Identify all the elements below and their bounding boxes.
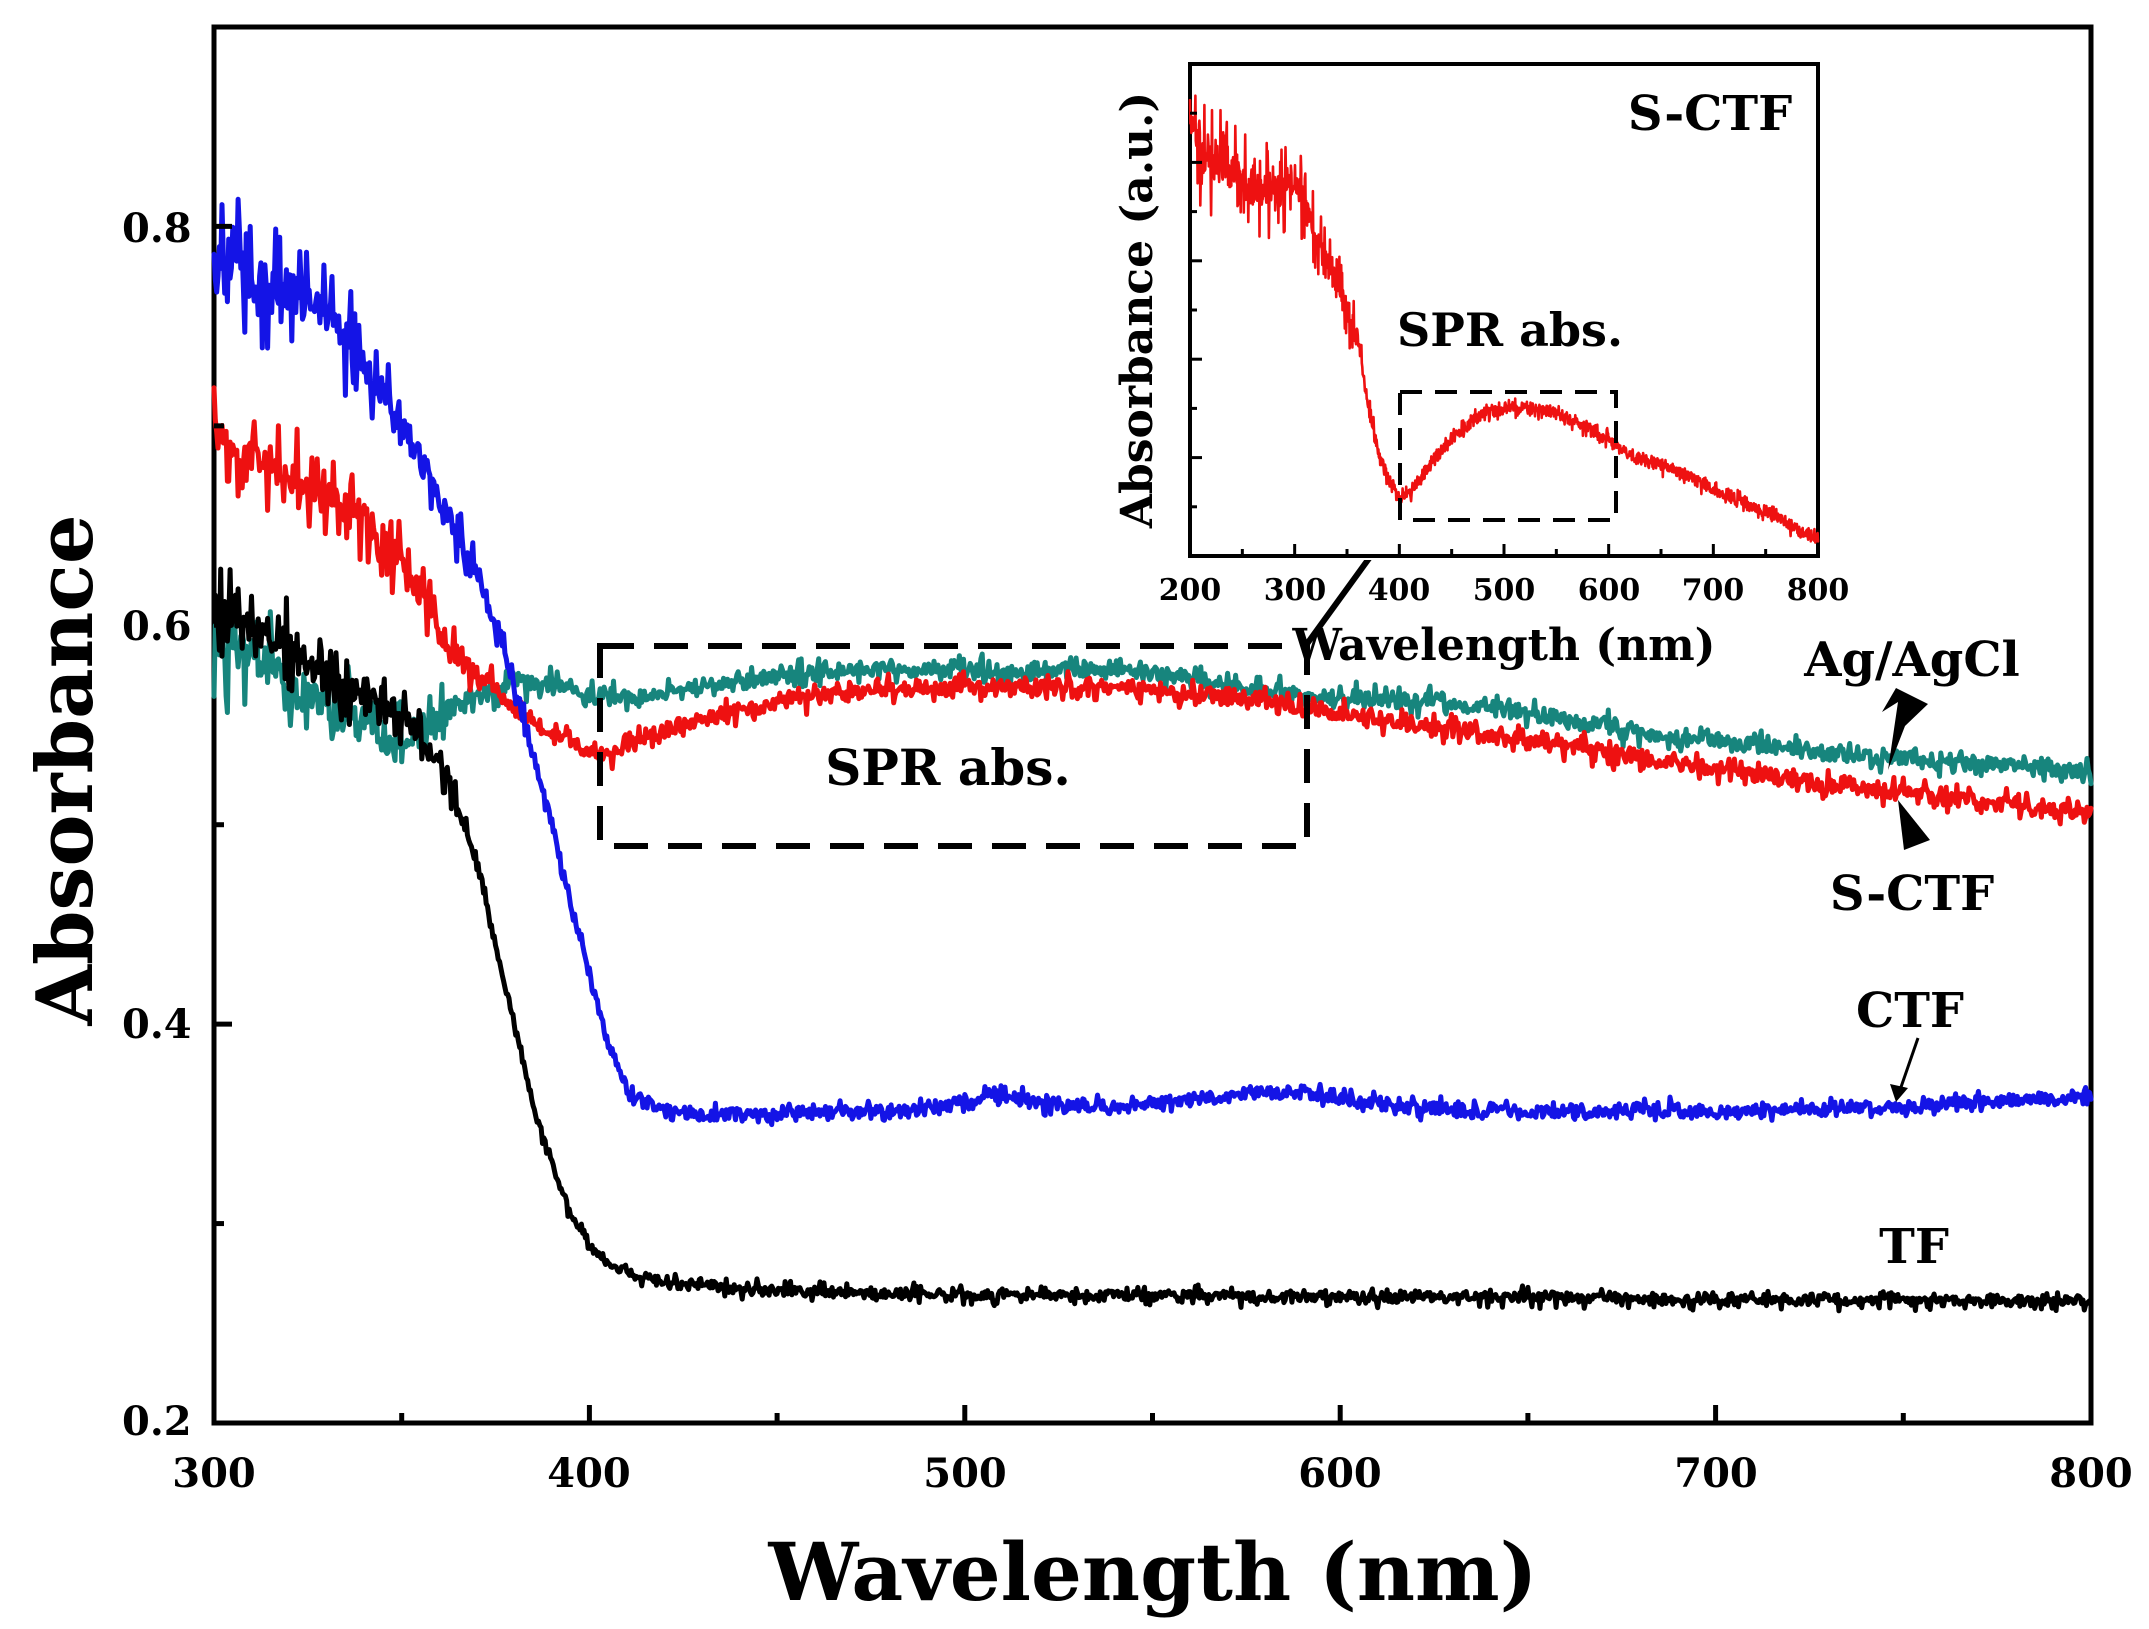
main-axis-ticks xyxy=(211,223,2094,1426)
inset-x-tick-label-300: 300 xyxy=(1264,573,1327,608)
spr-label: SPR abs. xyxy=(825,738,1071,797)
main-series-ctf xyxy=(211,196,2094,1128)
inset-series-group xyxy=(1188,94,1820,544)
ag-agcl-pointer xyxy=(1882,688,1928,770)
main-series-group xyxy=(211,196,2094,1314)
inset-chart: S-CTF SPR abs. 200 300 400 500 600 700 8… xyxy=(1112,62,1850,671)
main-x-tick-label-700: 700 xyxy=(1674,1450,1758,1497)
inset-x-tick-label-600: 600 xyxy=(1578,573,1641,608)
inset-x-tick-label-400: 400 xyxy=(1368,573,1431,608)
inset-y-axis-title: Absorbance (a.u.) xyxy=(1112,92,1163,529)
main-y-tick-label-0.6: 0.6 xyxy=(122,603,192,650)
spr-dashed-box xyxy=(597,643,1310,849)
spr-zoom-arrow-line xyxy=(1301,544,1381,650)
main-x-tick-label-500: 500 xyxy=(923,1450,1007,1497)
inset-x-tick-label-500: 500 xyxy=(1473,573,1536,608)
main-y-tick-label-0.8: 0.8 xyxy=(122,205,192,252)
inset-x-tick-label-700: 700 xyxy=(1682,573,1745,608)
main-series-ag-agcl xyxy=(211,593,2094,787)
main-x-tick-label-800: 800 xyxy=(2049,1450,2133,1497)
inset-x-tick-label-200: 200 xyxy=(1159,573,1222,608)
main-x-axis-title: Wavelength (nm) xyxy=(768,1525,1538,1619)
curve-label-tf: TF xyxy=(1879,1219,1949,1275)
inset-x-axis-title: Wavelength (nm) xyxy=(1292,620,1716,671)
inset-spr-label: SPR abs. xyxy=(1397,303,1623,357)
ctf-pointer-head xyxy=(1890,1084,1908,1102)
curve-label-ctf: CTF xyxy=(1856,983,1964,1039)
inset-title: S-CTF xyxy=(1628,86,1792,142)
main-y-tick-label-0.4: 0.4 xyxy=(122,1001,192,1048)
main-y-axis-title: Absorbance xyxy=(20,515,111,1027)
curve-label-s-ctf: S-CTF xyxy=(1830,866,1994,922)
curve-label-ag-agcl: Ag/AgCl xyxy=(1803,632,2020,688)
s-ctf-pointer xyxy=(1898,800,1930,850)
main-series-tf xyxy=(211,566,2094,1314)
inset-background xyxy=(1186,64,1818,560)
inset-spr-dashed-box xyxy=(1398,390,1618,522)
main-chart: 0.8 0.6 0.4 0.2 300 400 500 600 700 800 … xyxy=(20,24,2133,1619)
main-x-tick-label-600: 600 xyxy=(1298,1450,1382,1497)
inset-axis-ticks xyxy=(1188,111,1820,556)
ctf-pointer-line xyxy=(1898,1037,1920,1091)
main-x-tick-label-400: 400 xyxy=(547,1450,631,1497)
inset-series-s-ctf xyxy=(1188,94,1820,544)
inset-x-tick-label-800: 800 xyxy=(1787,573,1850,608)
main-y-tick-label-0.2: 0.2 xyxy=(122,1398,192,1445)
main-x-tick-label-300: 300 xyxy=(172,1450,256,1497)
